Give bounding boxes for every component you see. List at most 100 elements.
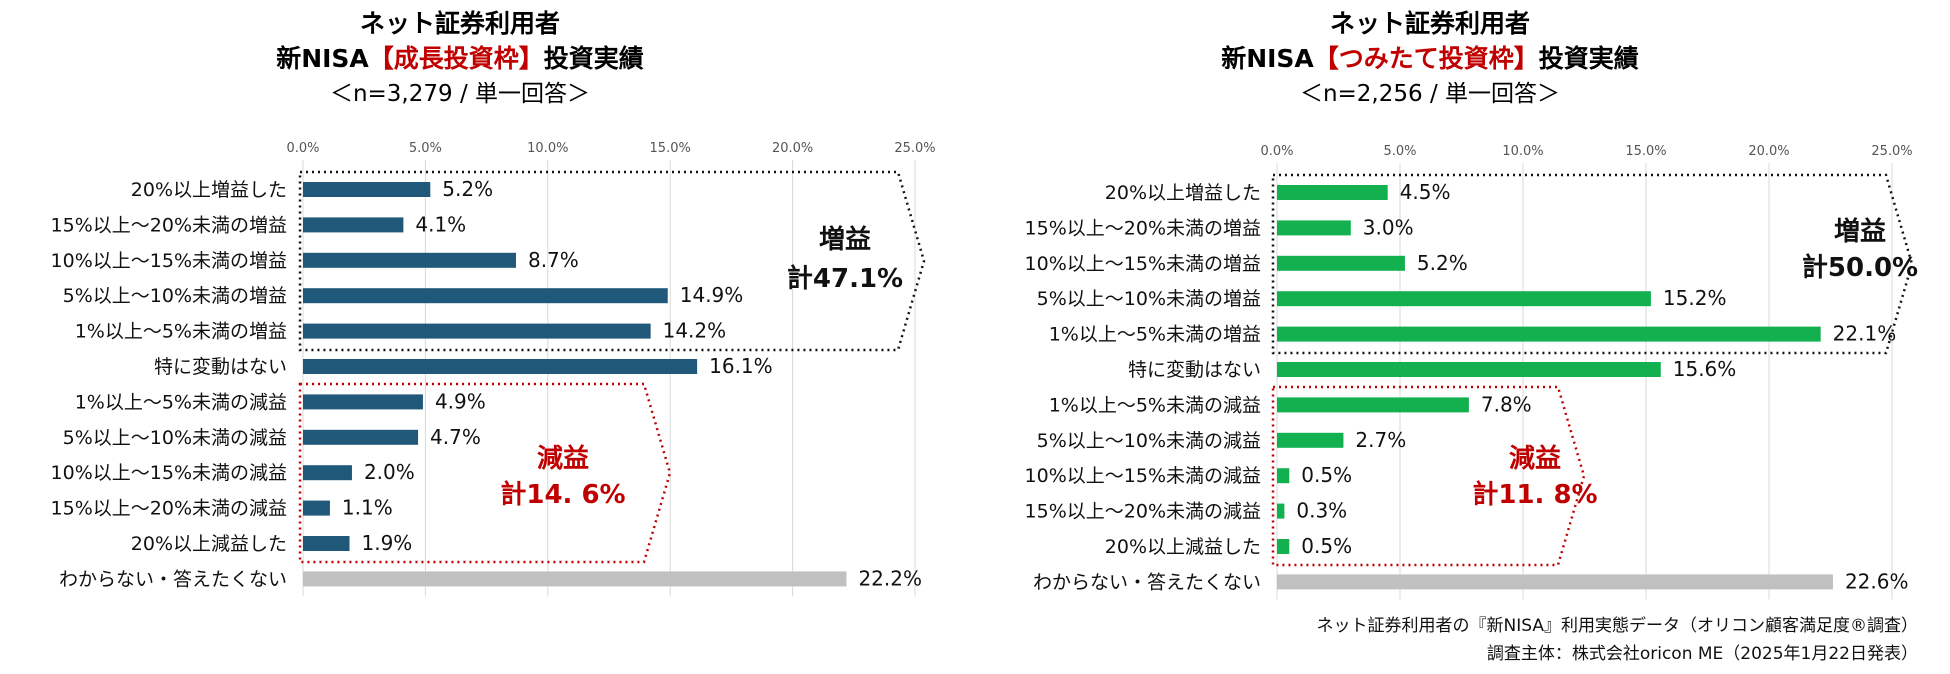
category-label: 20%以上増益した (131, 179, 287, 201)
value-label: 16.1% (709, 354, 773, 378)
category-label: 20%以上減益した (131, 533, 287, 555)
gain-bracket (1271, 173, 1914, 355)
x-tick-label: 0.0% (1260, 144, 1293, 159)
value-label: 2.0% (364, 460, 415, 484)
bar (1277, 291, 1651, 307)
value-label: 3.0% (1363, 215, 1414, 239)
value-label: 1.1% (342, 496, 393, 520)
value-label: 0.5% (1301, 534, 1352, 558)
category-label: 15%以上～20%未満の増益 (1025, 217, 1261, 239)
chart-title-highlight: 【成長投資枠】 (369, 44, 544, 73)
bar (1277, 220, 1351, 236)
category-label: 5%以上～10%未満の増益 (1037, 288, 1261, 310)
x-tick-label: 20.0% (1748, 144, 1789, 159)
value-label: 4.9% (435, 389, 486, 413)
category-label: 10%以上～15%未満の増益 (1025, 253, 1261, 275)
chart-title-highlight: 【つみたて投資枠】 (1314, 44, 1539, 73)
bar (1277, 539, 1290, 554)
category-label: 20%以上増益した (1105, 182, 1261, 204)
x-tick-label: 5.0% (1383, 144, 1416, 159)
bar (1277, 503, 1285, 519)
bar (303, 359, 698, 374)
gain-label: 増益 (819, 225, 871, 255)
category-label: 15%以上～20%未満の減益 (51, 498, 287, 520)
x-tick-label: 5.0% (409, 141, 442, 156)
value-label: 0.5% (1301, 463, 1352, 487)
x-tick-label: 10.0% (527, 141, 568, 156)
category-label: 1%以上～5%未満の減益 (1049, 394, 1261, 416)
category-label: 特に変動はない (154, 356, 287, 378)
chart-title-line-2: 新NISA【成長投資枠】投資実績 (276, 44, 644, 73)
loss-label: 減益 (1509, 444, 1561, 474)
loss-total: 計11. 8% (1472, 479, 1597, 510)
value-label: 4.5% (1400, 180, 1451, 204)
category-label: 1%以上～5%未満の増益 (75, 321, 287, 343)
category-label: 10%以上～15%未満の増益 (51, 250, 287, 272)
chart-subtitle: ＜n=2,256 / 単一回答＞ (1300, 81, 1560, 107)
bar (1277, 255, 1405, 271)
bar (303, 465, 352, 481)
bar (1277, 574, 1833, 590)
source-line-1: ネット証券利用者の『新NISA』利用実態データ（オリコン顧客満足度®調査） (1317, 615, 1918, 636)
category-label: 15%以上～20%未満の増益 (51, 214, 287, 236)
chart-title-prefix: 新NISA (1221, 44, 1314, 73)
bar (303, 182, 431, 197)
value-label: 15.2% (1663, 286, 1727, 310)
source-line-2: 調査主体：株式会社oricon ME（2025年1月22日発表） (1487, 644, 1918, 664)
x-tick-label: 0.0% (286, 141, 319, 156)
bar (1277, 362, 1661, 377)
chart-title-line-2: 新NISA【つみたて投資枠】投資実績 (1221, 44, 1639, 73)
bar (1277, 468, 1290, 484)
bar (1277, 326, 1821, 342)
x-tick-label: 20.0% (772, 141, 813, 156)
bar (303, 571, 847, 587)
value-label: 22.2% (858, 566, 922, 590)
value-label: 14.2% (663, 319, 727, 343)
category-label: 1%以上～5%未満の増益 (1049, 324, 1261, 346)
value-label: 15.6% (1673, 357, 1737, 381)
bar (303, 252, 516, 268)
value-label: 1.9% (362, 531, 413, 555)
gain-total: 計50.0% (1802, 252, 1918, 283)
category-label: わからない・答えたくない (59, 568, 287, 590)
bar (303, 394, 423, 410)
value-label: 14.9% (680, 283, 744, 307)
category-label: 5%以上～10%未満の減益 (1037, 430, 1261, 452)
bar (303, 500, 330, 516)
bar (303, 536, 350, 551)
bar (1277, 432, 1344, 448)
value-label: 2.7% (1355, 428, 1406, 452)
loss-label: 減益 (537, 444, 589, 474)
value-label: 4.1% (415, 212, 466, 236)
chart-title-line-1: ネット証券利用者 (1330, 9, 1530, 38)
x-tick-label: 25.0% (1871, 144, 1912, 159)
category-label: 1%以上～5%未満の減益 (75, 391, 287, 413)
x-tick-label: 25.0% (894, 141, 935, 156)
bar (303, 217, 404, 233)
chart-subtitle: ＜n=3,279 / 単一回答＞ (330, 81, 590, 107)
category-label: 5%以上～10%未満の増益 (63, 285, 287, 307)
bar (303, 429, 419, 445)
value-label: 22.6% (1845, 569, 1909, 593)
value-label: 0.3% (1296, 499, 1347, 523)
x-tick-label: 10.0% (1502, 144, 1543, 159)
value-label: 5.2% (442, 177, 493, 201)
chart-title-prefix: 新NISA (276, 44, 369, 73)
x-tick-label: 15.0% (1625, 144, 1666, 159)
value-label: 5.2% (1417, 251, 1468, 275)
gain-bracket (298, 170, 926, 352)
category-label: 5%以上～10%未満の減益 (63, 427, 287, 449)
category-label: 10%以上～15%未満の減益 (1025, 465, 1261, 487)
chart-title-line-1: ネット証券利用者 (360, 9, 560, 38)
loss-total: 計14. 6% (500, 479, 625, 510)
x-tick-label: 15.0% (650, 141, 691, 156)
bar (1277, 397, 1469, 413)
bar (303, 288, 668, 304)
value-label: 8.7% (528, 248, 579, 272)
category-label: 10%以上～15%未満の減益 (51, 462, 287, 484)
category-label: 15%以上～20%未満の減益 (1025, 501, 1261, 523)
category-label: 特に変動はない (1128, 359, 1261, 381)
